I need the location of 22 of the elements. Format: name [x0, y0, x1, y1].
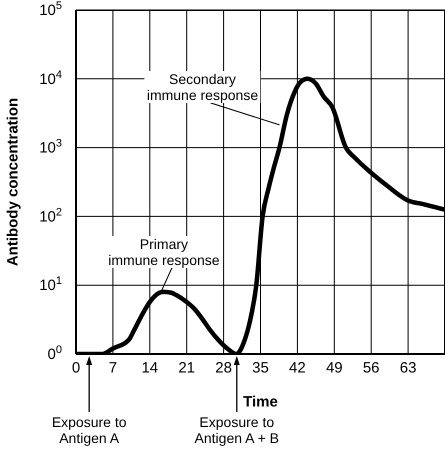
x-axis-title: Time [243, 394, 278, 411]
y-tick-label: 10$^{5}$ [39, 0, 62, 19]
x-tick-label: 14 [141, 360, 158, 377]
x-tick-label: 49 [326, 360, 343, 377]
annotation: Primary immune response [106, 236, 222, 268]
y-tick-label: 10$^{1}$ [39, 275, 62, 294]
x-tick-label: 7 [108, 360, 118, 377]
annotation: Exposure to Antigen A [50, 414, 129, 446]
x-tick-label: 56 [362, 360, 380, 377]
x-tick-label: 21 [178, 360, 196, 377]
x-tick-label: 35 [252, 360, 269, 377]
x-tick-label: 63 [400, 360, 416, 377]
x-tick-label: 0 [72, 360, 80, 377]
x-tick-label: 28 [215, 360, 232, 377]
annotation: Secondary immune response [144, 70, 260, 103]
x-tick-label: 42 [289, 360, 306, 377]
y-axis-title: Antibody concentration [4, 98, 22, 266]
y-tick-label: 10$^{2}$ [39, 206, 62, 226]
annotation: Exposure to Antigen A + B [192, 414, 281, 446]
y-tick-label: 0$^{0}$ [48, 344, 62, 363]
y-tick-label: 10$^{3}$ [39, 138, 62, 157]
y-tick-label: 10$^{4}$ [39, 68, 62, 88]
